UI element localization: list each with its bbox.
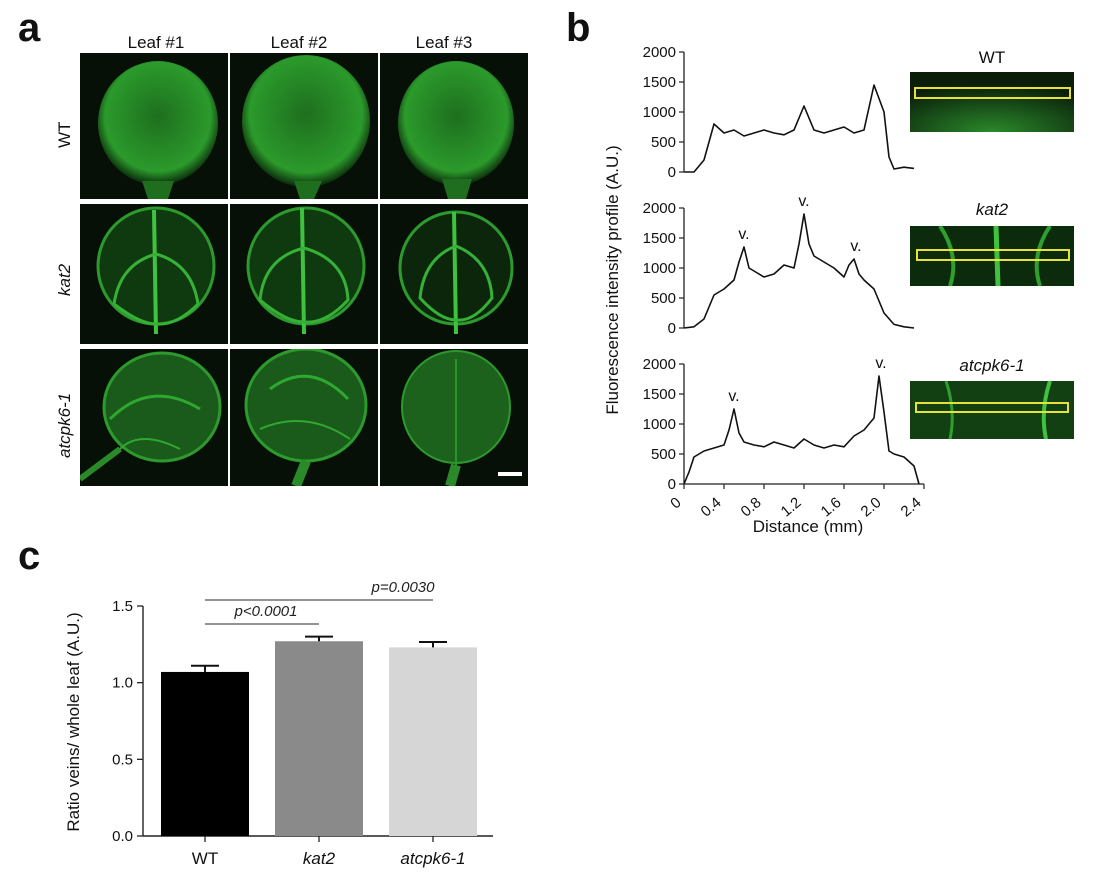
intensity-profile-charts: Fluorescence intensity profile (A.U.) Di… — [603, 44, 925, 536]
bar-wt — [161, 671, 249, 836]
micrograph-kat2-leaf-1 — [80, 204, 228, 344]
micrograph-atcpk6-1-leaf-2 — [230, 349, 378, 486]
micrograph-grid — [80, 53, 528, 486]
scale-bar — [498, 472, 522, 476]
bar-kat2 — [275, 641, 363, 836]
roi-label-atcpk6-1: atcpk6-1 — [959, 356, 1025, 375]
panel-letter-a: a — [18, 6, 41, 50]
y-tick-label: 1.5 — [112, 598, 133, 615]
x-tick-label-kat2: kat2 — [303, 849, 336, 868]
y-tick-label: 0 — [668, 476, 676, 493]
roi-selection-box — [915, 402, 1069, 413]
micrograph-kat2-leaf-2 — [230, 204, 378, 344]
row-label-wt: WT — [55, 121, 74, 148]
roi-label-kat2: kat2 — [975, 200, 1009, 219]
y-tick-label: 1000 — [643, 416, 676, 433]
roi-image-wt — [910, 72, 1074, 132]
micrograph-atcpk6-1-leaf-3 — [380, 349, 528, 486]
x-tick-label: 2.4 — [898, 494, 925, 520]
x-tick-label: 0 — [667, 494, 684, 512]
vein-marker-label: v. — [798, 193, 809, 210]
profile-line-kat2 — [683, 213, 915, 329]
column-header-leaf-1: Leaf #1 — [127, 33, 185, 52]
y-tick-label: 1500 — [643, 74, 676, 91]
vein-marker-label: v. — [728, 388, 739, 405]
significance-label: p=0.0030 — [371, 579, 436, 596]
y-tick-label: 1.0 — [112, 675, 133, 692]
profile-line-wt — [684, 84, 915, 173]
micrograph-kat2-leaf-3 — [380, 204, 528, 344]
panel-letter-c: c — [18, 534, 41, 578]
y-tick-label: 1000 — [643, 104, 676, 121]
micrograph-atcpk6-1-leaf-1 — [80, 349, 228, 486]
panel-letter-b: b — [566, 6, 591, 50]
row-label-atcpk6-1: atcpk6-1 — [55, 392, 74, 458]
y-tick-label: 0.0 — [112, 828, 133, 845]
y-tick-label: 500 — [651, 290, 676, 307]
significance-label: p<0.0001 — [234, 603, 298, 620]
y-tick-label: 0.5 — [112, 751, 133, 768]
column-header-leaf-3: Leaf #3 — [415, 33, 473, 52]
bar-atcpk6-1 — [389, 647, 477, 836]
y-tick-label: 0 — [668, 320, 676, 337]
chart-c-ylabel: Ratio veins/ whole leaf (A.U.) — [64, 612, 83, 831]
vein-marker-label: v. — [875, 355, 886, 372]
y-tick-label: 1500 — [643, 386, 676, 403]
column-header-leaf-2: Leaf #2 — [270, 33, 328, 52]
roi-image-kat2 — [910, 226, 1074, 286]
y-tick-label: 2000 — [643, 44, 676, 61]
roi-label-wt: WT — [978, 48, 1006, 67]
profile-line-atcpk6-1 — [683, 375, 920, 485]
x-tick-label-wt: WT — [192, 849, 218, 868]
x-tick-label: 0.4 — [698, 494, 725, 520]
roi-selection-box — [914, 87, 1071, 99]
vein-ratio-bar-chart: Ratio veins/ whole leaf (A.U.) 0.0 0.5 1.0… — [64, 579, 493, 868]
micrograph-wt-leaf-3 — [380, 53, 528, 199]
micrograph-wt-leaf-2 — [230, 53, 378, 199]
row-label-kat2: kat2 — [55, 263, 74, 296]
vein-marker-label: v. — [738, 226, 749, 243]
y-tick-label: 500 — [651, 446, 676, 463]
y-tick-label: 2000 — [643, 356, 676, 373]
y-tick-label: 500 — [651, 134, 676, 151]
y-tick-label: 2000 — [643, 200, 676, 217]
x-tick-label-atcpk6-1: atcpk6-1 — [400, 849, 465, 868]
roi-selection-box — [916, 249, 1070, 261]
y-tick-label: 1000 — [643, 260, 676, 277]
y-tick-label: 1500 — [643, 230, 676, 247]
chart-b-ylabel: Fluorescence intensity profile (A.U.) — [603, 145, 622, 414]
y-tick-label: 0 — [668, 164, 676, 181]
chart-b-xlabel: Distance (mm) — [753, 517, 864, 536]
roi-image-atcpk6-1 — [910, 381, 1074, 439]
micrograph-wt-leaf-1 — [80, 53, 228, 199]
vein-marker-label: v. — [850, 238, 861, 255]
